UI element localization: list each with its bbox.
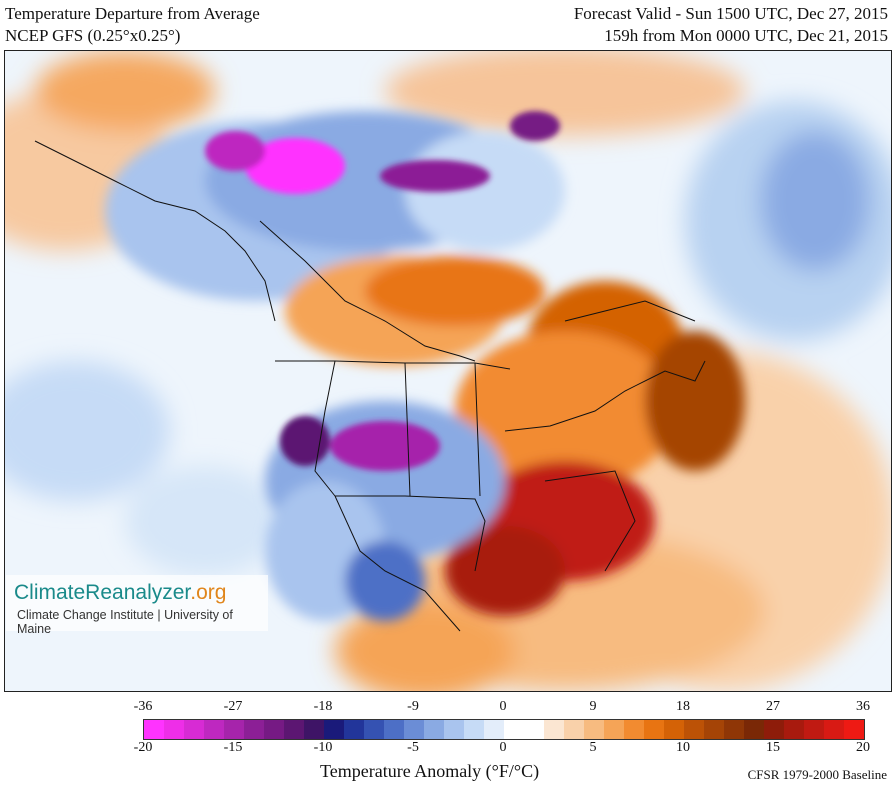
celsius-tick-label: -20 bbox=[133, 740, 153, 755]
colorbar-swatch bbox=[364, 720, 384, 739]
celsius-tick-label: 0 bbox=[499, 740, 507, 755]
colorbar-swatch bbox=[624, 720, 644, 739]
logo-brand-prefix: ClimateReanalyzer bbox=[14, 581, 191, 604]
celsius-tick-label: 10 bbox=[676, 740, 690, 755]
fahrenheit-tick-label: -9 bbox=[407, 699, 419, 714]
fahrenheit-tick-label: 27 bbox=[766, 699, 780, 714]
colorbar-swatch bbox=[524, 720, 544, 739]
colorbar-swatch bbox=[644, 720, 664, 739]
baseline-label: CFSR 1979-2000 Baseline bbox=[747, 767, 887, 782]
colorbar-swatch bbox=[664, 720, 684, 739]
colorbar-swatch bbox=[284, 720, 304, 739]
celsius-tick-label: -5 bbox=[407, 740, 419, 755]
colorbar-swatch bbox=[684, 720, 704, 739]
fahrenheit-tick-label: 9 bbox=[589, 699, 597, 714]
colorbar-swatch bbox=[504, 720, 524, 739]
logo-subtitle: Climate Change Institute | University of… bbox=[17, 608, 233, 636]
fahrenheit-tick-label: -27 bbox=[223, 699, 243, 714]
colorbar-swatch bbox=[164, 720, 184, 739]
model-label: NCEP GFS (0.25°x0.25°) bbox=[5, 26, 181, 45]
forecast-valid-time: Forecast Valid - Sun 1500 UTC, Dec 27, 2… bbox=[573, 4, 888, 23]
climatereanalyzer-logo: ClimateReanalyzer.org Climate Change Ins… bbox=[6, 575, 268, 636]
colorbar-swatch bbox=[464, 720, 484, 739]
colorbar-swatch bbox=[204, 720, 224, 739]
colorbar-swatch bbox=[764, 720, 784, 739]
celsius-tick-label: -10 bbox=[313, 740, 333, 755]
colorbar-swatch bbox=[564, 720, 584, 739]
logo-brand: ClimateReanalyzer.org bbox=[14, 581, 226, 605]
colorbar-swatch bbox=[824, 720, 844, 739]
colorbar-swatch bbox=[424, 720, 444, 739]
forecast-lead-time: 159h from Mon 0000 UTC, Dec 21, 2015 bbox=[604, 26, 888, 45]
colorbar-swatch bbox=[244, 720, 264, 739]
political-boundaries bbox=[34, 140, 706, 632]
colorbar-swatch bbox=[304, 720, 324, 739]
celsius-tick-label: 15 bbox=[766, 740, 780, 755]
fahrenheit-tick-label: -18 bbox=[313, 699, 333, 714]
colorbar-swatch bbox=[184, 720, 204, 739]
colorbar-swatch bbox=[144, 720, 164, 739]
colorbar-swatch bbox=[404, 720, 424, 739]
colorbar-swatch bbox=[584, 720, 604, 739]
colorbar-swatch bbox=[704, 720, 724, 739]
map-title: Temperature Departure from Average bbox=[5, 4, 260, 23]
colorbar-swatch bbox=[384, 720, 404, 739]
colorbar-swatch bbox=[724, 720, 744, 739]
fahrenheit-tick-label: -36 bbox=[133, 699, 153, 714]
celsius-tick-label: 20 bbox=[856, 740, 870, 755]
colorbar-swatch bbox=[804, 720, 824, 739]
colorbar-swatch bbox=[444, 720, 464, 739]
colorbar-swatch bbox=[744, 720, 764, 739]
celsius-tick-label: -15 bbox=[223, 740, 243, 755]
colorbar-swatch bbox=[324, 720, 344, 739]
colorbar-swatch bbox=[344, 720, 364, 739]
colorbar-swatch bbox=[264, 720, 284, 739]
fahrenheit-tick-label: 0 bbox=[499, 699, 507, 714]
colorbar-swatch bbox=[604, 720, 624, 739]
colorbar-swatch bbox=[844, 720, 864, 739]
celsius-tick-label: 5 bbox=[589, 740, 597, 755]
fahrenheit-tick-label: 18 bbox=[676, 699, 690, 714]
colorbar-swatch bbox=[484, 720, 504, 739]
fahrenheit-tick-label: 36 bbox=[856, 699, 870, 714]
colorbar-swatch bbox=[224, 720, 244, 739]
color-scale-bar bbox=[143, 719, 865, 740]
colorbar-title: Temperature Anomaly (°F/°C) bbox=[320, 761, 540, 781]
logo-brand-suffix: .org bbox=[190, 581, 227, 604]
colorbar-swatch bbox=[544, 720, 564, 739]
colorbar-swatch bbox=[784, 720, 804, 739]
